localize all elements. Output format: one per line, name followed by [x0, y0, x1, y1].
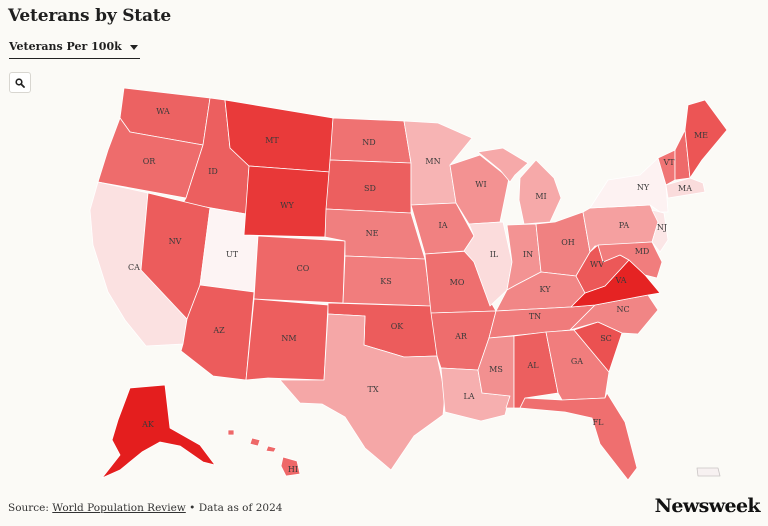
- state-label-NY: NY: [637, 183, 650, 192]
- state-label-OR: OR: [143, 157, 157, 166]
- state-label-MD: MD: [635, 247, 650, 256]
- state-label-WA: WA: [156, 107, 170, 116]
- state-label-NV: NV: [169, 237, 182, 246]
- state-label-MS: MS: [489, 365, 503, 374]
- state-label-AZ: AZ: [212, 326, 225, 335]
- state-label-MT: MT: [265, 136, 279, 145]
- state-IL[interactable]: [463, 221, 513, 307]
- state-label-HI: HI: [288, 465, 298, 474]
- state-HI[interactable]: [227, 429, 301, 477]
- state-label-AL: AL: [526, 361, 539, 370]
- source-prefix: Source:: [8, 502, 49, 514]
- state-NY[interactable]: [589, 157, 669, 213]
- footer-separator: •: [189, 502, 196, 514]
- state-MD[interactable]: [597, 241, 663, 279]
- state-label-WY: WY: [280, 201, 294, 210]
- state-NM[interactable]: [245, 298, 329, 381]
- state-ME[interactable]: [684, 99, 728, 179]
- state-label-OH: OH: [561, 238, 575, 247]
- newsweek-logo: Newsweek: [654, 495, 761, 517]
- state-label-NE: NE: [366, 229, 379, 238]
- state-label-AR: AR: [454, 332, 468, 341]
- footer-source: Source: World Population Review • Data a…: [8, 502, 282, 514]
- date-note: Data as of 2024: [198, 502, 283, 514]
- state-label-UT: UT: [226, 250, 239, 259]
- state-label-KY: KY: [539, 285, 551, 294]
- page-title: Veterans by State: [8, 6, 172, 26]
- state-label-LA: LA: [463, 392, 474, 401]
- metric-dropdown-value: Veterans Per 100k: [9, 40, 122, 53]
- metric-dropdown[interactable]: Veterans Per 100k: [9, 40, 140, 59]
- state-label-TN: TN: [529, 312, 541, 321]
- state-label-VT: VT: [662, 158, 675, 167]
- state-label-NJ: NJ: [657, 223, 667, 232]
- state-label-AK: AK: [141, 420, 155, 429]
- territory-puerto-rico: [696, 467, 721, 477]
- state-label-ND: ND: [362, 138, 375, 147]
- state-label-CO: CO: [297, 264, 310, 273]
- state-AZ[interactable]: [180, 284, 255, 381]
- state-label-TX: TX: [367, 385, 378, 394]
- state-label-ME: ME: [694, 131, 708, 140]
- state-label-SC: SC: [600, 334, 612, 343]
- state-label-PA: PA: [619, 221, 630, 230]
- state-label-MO: MO: [450, 278, 465, 287]
- state-AK[interactable]: [101, 384, 216, 479]
- state-label-NC: NC: [616, 305, 629, 314]
- state-label-MI: MI: [535, 192, 546, 201]
- state-label-SD: SD: [364, 184, 376, 193]
- state-MA[interactable]: [665, 177, 706, 199]
- state-label-IA: IA: [439, 221, 448, 230]
- state-label-VA: VA: [614, 276, 626, 285]
- state-label-WI: WI: [475, 180, 486, 189]
- state-label-WV: WV: [590, 260, 604, 269]
- state-TX[interactable]: [279, 313, 446, 471]
- state-label-OK: OK: [391, 322, 405, 331]
- state-label-GA: GA: [571, 357, 583, 366]
- magnifier-icon: [15, 77, 25, 88]
- state-FL[interactable]: [519, 392, 638, 481]
- chevron-down-icon[interactable]: [130, 45, 138, 50]
- state-MI[interactable]: [477, 147, 562, 225]
- state-label-NM: NM: [281, 334, 296, 343]
- state-label-MA: MA: [678, 184, 692, 193]
- state-label-MN: MN: [425, 157, 440, 166]
- state-MS[interactable]: [477, 335, 515, 409]
- state-label-ID: ID: [208, 167, 218, 176]
- state-label-IL: IL: [490, 250, 499, 259]
- zoom-button[interactable]: [9, 72, 31, 93]
- state-label-FL: FL: [593, 418, 605, 427]
- source-link[interactable]: World Population Review: [52, 502, 186, 514]
- state-label-KS: KS: [380, 277, 391, 286]
- state-label-IN: IN: [523, 250, 533, 259]
- state-label-CA: CA: [128, 263, 140, 272]
- state-NJ[interactable]: [651, 209, 669, 253]
